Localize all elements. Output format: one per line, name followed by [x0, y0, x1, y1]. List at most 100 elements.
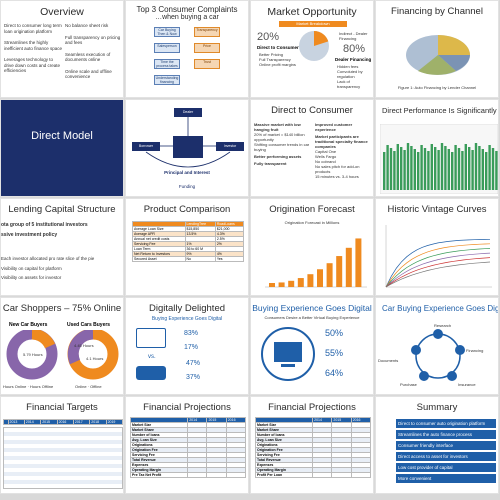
table-row: Secured Asset No Yes	[132, 256, 245, 262]
slide-car-buying[interactable]: Car Buying Experience Goes Digital Resea…	[375, 297, 499, 395]
borrower-box: Borrower	[132, 142, 160, 151]
slide-channel[interactable]: Financing by Channel Figure 1: Auto Fina…	[375, 0, 499, 98]
investor-box: Investor	[216, 142, 244, 151]
bullet: No balance sheet risk	[65, 23, 109, 28]
performance-bar	[478, 146, 481, 190]
vintage-curve	[385, 261, 491, 288]
bullet: Leverages technology to drive down costs…	[4, 57, 61, 73]
slide-projections-1[interactable]: Financial Projections 2014 2015 2016 Market…	[125, 396, 249, 494]
cell: Yes	[214, 256, 245, 262]
slide-forecast[interactable]: Origination Forecast Origination Forecas…	[250, 198, 374, 296]
slide-lending[interactable]: Lending Capital Structure ota group of 5…	[0, 198, 124, 296]
used-legend: Online · Offline	[75, 384, 102, 389]
label-left: Direct to Consumer	[257, 45, 299, 50]
row-label: Pre Tax Net Profit	[129, 472, 189, 478]
slide-summary[interactable]: Summary Direct to consumer auto originat…	[375, 396, 499, 494]
performance-chart	[380, 124, 498, 194]
vintage-curve	[385, 252, 491, 288]
performance-bar	[430, 144, 433, 190]
slide-shoppers[interactable]: Car Shoppers – 75% Online New Car Buyers…	[0, 297, 124, 395]
complaint-box: Time the process takes	[154, 59, 180, 69]
market-pie	[299, 30, 329, 61]
pct-right: 80%	[343, 43, 366, 55]
slide-title: Product Comparison	[143, 204, 231, 215]
performance-bar	[454, 145, 457, 190]
slide-subtitle: Consumers Desire a Better Virtual Buying…	[264, 315, 360, 320]
summary-item: More convenient	[396, 474, 496, 483]
cycle-label: Insurance	[458, 382, 476, 387]
slide-dtc[interactable]: Direct to Consumer Massive market with l…	[250, 99, 374, 197]
used-inner-label-a: 4.45 Hours	[74, 343, 94, 348]
cell	[206, 472, 227, 478]
vintage-chart	[385, 225, 492, 288]
figure-caption: Figure 1: Auto Financing by Lender Chann…	[397, 85, 477, 90]
complaint-box: Transparency	[194, 27, 220, 37]
cycle-label: Financing	[466, 348, 484, 353]
slide-projections-2[interactable]: Financial Projections 2014 2015 2016 Market…	[250, 396, 374, 494]
principal-label: Principal and Interest	[164, 170, 210, 175]
vintage-curve	[385, 238, 491, 288]
slide-performance[interactable]: Direct Performance Is Significantly > In…	[375, 99, 499, 197]
label-right: Dealer Financing	[335, 57, 372, 62]
performance-bar	[444, 146, 447, 190]
cell	[331, 472, 352, 478]
slide-complaints[interactable]: Top 3 Consumer Complaints …when buying a…	[125, 0, 249, 98]
list-item: No cobrand	[315, 159, 336, 164]
stat: 47%	[186, 360, 201, 367]
slide-buying[interactable]: Buying Experience Goes Digital Consumers…	[250, 297, 374, 395]
cycle-label: Purchase	[400, 382, 417, 387]
forecast-bar	[288, 280, 295, 287]
slide-direct-model[interactable]: Direct Model	[0, 99, 124, 197]
channel-pie	[406, 35, 470, 75]
slide-model-diagram[interactable]: Dealer Borrower Investor Principal and I…	[125, 99, 249, 197]
slide-opportunity[interactable]: Market Opportunity Market Breakdown 20% …	[250, 0, 374, 98]
slide-overview[interactable]: Overview Direct to consumer long term lo…	[0, 0, 124, 98]
slide-title: Digitally Delighted	[148, 303, 226, 314]
cell: 2014	[23, 419, 42, 425]
slide-subtitle: …when buying a car	[155, 14, 219, 21]
slide-vintage[interactable]: Historic Vintage Curves	[375, 198, 499, 296]
projections-table: 2014 2015 2016 Market Size Market Share Numbe…	[254, 417, 372, 478]
slide-title: Summary	[416, 402, 458, 413]
table-row: Average Loan Size $15,850 $21,000	[132, 226, 245, 232]
new-inner-label: 5.79 Hours	[23, 352, 43, 357]
bullet: Each investor allocated pro rate slice o…	[1, 256, 95, 261]
performance-bar	[417, 152, 420, 190]
legend-item: Hours Offline	[29, 384, 54, 389]
forecast-bar	[345, 247, 352, 287]
performance-bar	[400, 147, 403, 190]
targets-body	[3, 427, 123, 489]
forecast-chart	[265, 238, 367, 288]
list-item: Shifting consumer trends in car buying	[254, 142, 310, 152]
performance-bar	[474, 143, 478, 190]
list-item: Market participants are traditional spec…	[315, 134, 368, 149]
bullet: Visibility on capital for platform	[1, 265, 62, 271]
list-right: Hidden fees Convoluted by regulation Lac…	[337, 64, 373, 89]
slide-delighted[interactable]: Digitally Delighted Buying Experience Go…	[125, 297, 249, 395]
list-item: Hidden fees	[337, 64, 359, 69]
slide-title: Direct Performance Is Significantly > In…	[382, 106, 498, 115]
performance-bar	[495, 151, 498, 190]
vintage-curve	[385, 243, 491, 288]
cell: 2013	[7, 419, 25, 425]
slide-title: Direct Model	[31, 130, 93, 142]
complaint-box: Salesperson	[154, 43, 180, 53]
forecast-bar	[278, 282, 285, 287]
performance-bar	[468, 147, 471, 190]
list-item: Fully transparent	[254, 161, 287, 166]
performance-bar	[491, 148, 495, 190]
bullet-list-left: Direct to consumer long term loan origin…	[4, 23, 62, 74]
cell	[187, 472, 208, 478]
slide-title: Overview	[40, 6, 84, 18]
slide-targets[interactable]: Financial Targets 2013 2014 2015 2016 20…	[0, 396, 124, 494]
slide-title: Car Shoppers – 75% Online	[2, 303, 122, 314]
bullet: Seamless execution of documents online	[65, 51, 111, 63]
vintage-curve	[385, 248, 491, 288]
slide-subtitle: Buying Experience Goes Digital	[151, 316, 223, 322]
slide-comparison[interactable]: Product Comparison LendingTree RoadLoans…	[125, 198, 249, 296]
forecast-bar	[326, 263, 333, 287]
forecast-bar	[317, 269, 323, 287]
targets-table: 2013 2014 2015 2016 2017 2018 2019	[3, 419, 123, 425]
performance-bar	[434, 147, 437, 190]
